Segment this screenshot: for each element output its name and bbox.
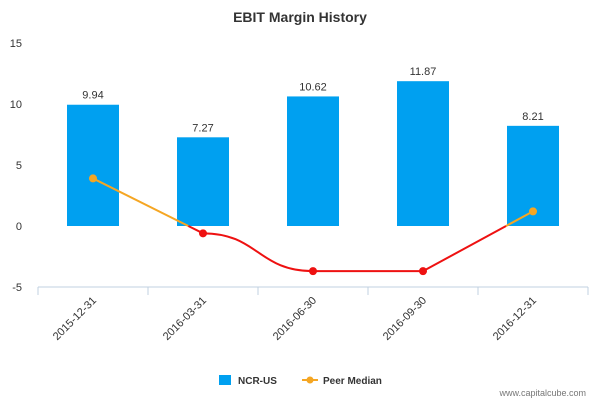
line-point <box>309 267 317 276</box>
y-tick-label: 0 <box>16 221 22 233</box>
y-axis: -5 0 5 10 15 <box>10 38 22 294</box>
bar <box>287 96 339 226</box>
legend[interactable]: NCR-US Peer Median <box>219 375 382 387</box>
data-label: 9.94 <box>82 90 103 102</box>
line-segment <box>202 232 314 273</box>
data-label: 8.21 <box>522 111 543 123</box>
line-segment <box>92 177 189 227</box>
y-tick-label: 10 <box>10 99 22 111</box>
x-axis: 2015-12-31 2016-03-31 2016-06-30 2016-09-30… <box>37 286 589 343</box>
line-point <box>89 174 97 183</box>
source-text: www.capitalcube.com <box>498 388 586 398</box>
peer-median-line <box>89 174 537 276</box>
line-segment <box>422 225 507 273</box>
x-tick-label: 2016-06-30 <box>271 295 319 343</box>
x-tick-label: 2016-09-30 <box>381 295 429 343</box>
legend-marker-peer <box>306 376 314 384</box>
data-label: 10.62 <box>299 81 327 93</box>
x-tick-label: 2016-03-31 <box>161 295 209 343</box>
y-tick-label: 5 <box>16 160 22 172</box>
x-tick-label: 2015-12-31 <box>51 295 99 343</box>
y-tick-label: 15 <box>10 38 22 50</box>
bar <box>177 137 229 226</box>
data-label: 7.27 <box>192 122 213 134</box>
bar <box>397 81 449 226</box>
legend-label-ncr: NCR-US <box>238 376 277 387</box>
line-segment <box>505 210 534 227</box>
y-tick-label: -5 <box>12 282 22 294</box>
legend-swatch-ncr <box>219 375 231 385</box>
legend-label-peer: Peer Median <box>323 376 382 387</box>
bars: 9.94 7.27 10.62 11.87 8.21 <box>67 66 559 226</box>
line-point <box>419 267 427 276</box>
chart-title: EBIT Margin History <box>233 9 367 25</box>
line-point <box>199 229 207 238</box>
data-label: 11.87 <box>410 66 437 78</box>
x-tick-label: 2016-12-31 <box>491 295 539 343</box>
bar <box>67 104 119 226</box>
line-point <box>529 207 537 216</box>
